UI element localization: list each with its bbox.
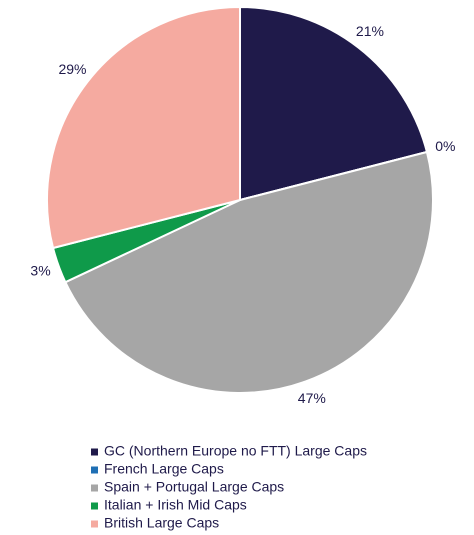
- data-label: 29%: [58, 61, 86, 77]
- pie-slice: [46, 5, 241, 250]
- legend-label: French Large Caps: [104, 461, 224, 477]
- legend-swatch: [91, 502, 98, 510]
- legend-swatch: [91, 448, 98, 456]
- legend-label: British Large Caps: [104, 515, 219, 531]
- pie-slice: [64, 150, 434, 394]
- pie-slice: [239, 5, 429, 202]
- legend-label: Spain + Portugal Large Caps: [104, 479, 284, 495]
- data-label: 3%: [30, 263, 50, 279]
- legend-swatch: [91, 520, 98, 528]
- legend-swatch: [91, 484, 98, 492]
- legend-swatch: [91, 466, 98, 474]
- legend-label: Italian + Irish Mid Caps: [104, 497, 247, 513]
- legend-label: GC (Northern Europe no FTT) Large Caps: [104, 443, 367, 459]
- data-label: 47%: [298, 390, 326, 406]
- data-label: 0%: [435, 138, 455, 154]
- data-label: 21%: [356, 23, 384, 39]
